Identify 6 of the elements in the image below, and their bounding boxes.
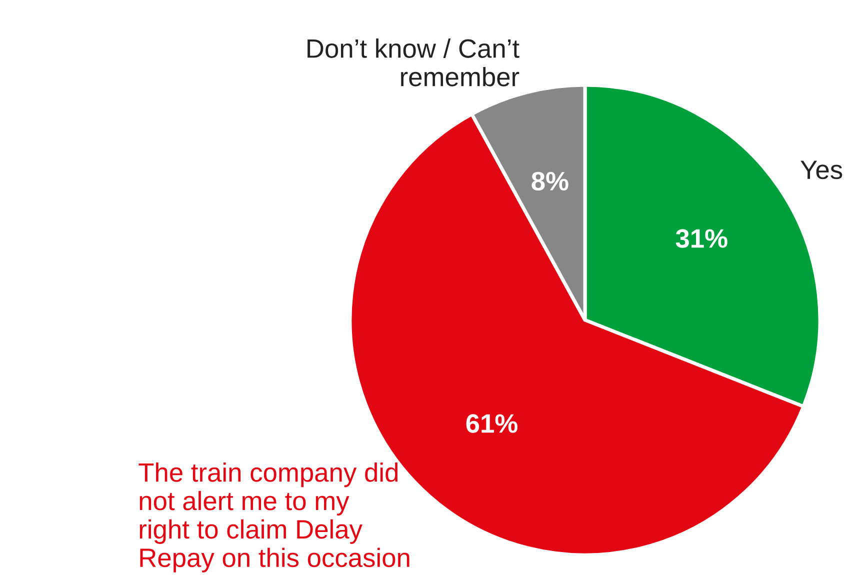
data-label: 61% [466,414,518,433]
slice-label: Don’t know / Can’t remember [308,38,520,86]
slice-label: The train company did not alert me to my right to claim Delay Repay on this occasion [138,462,410,572]
slice-label: Yes [800,160,842,180]
data-label: 31% [676,229,728,248]
data-label: 8% [532,172,568,191]
